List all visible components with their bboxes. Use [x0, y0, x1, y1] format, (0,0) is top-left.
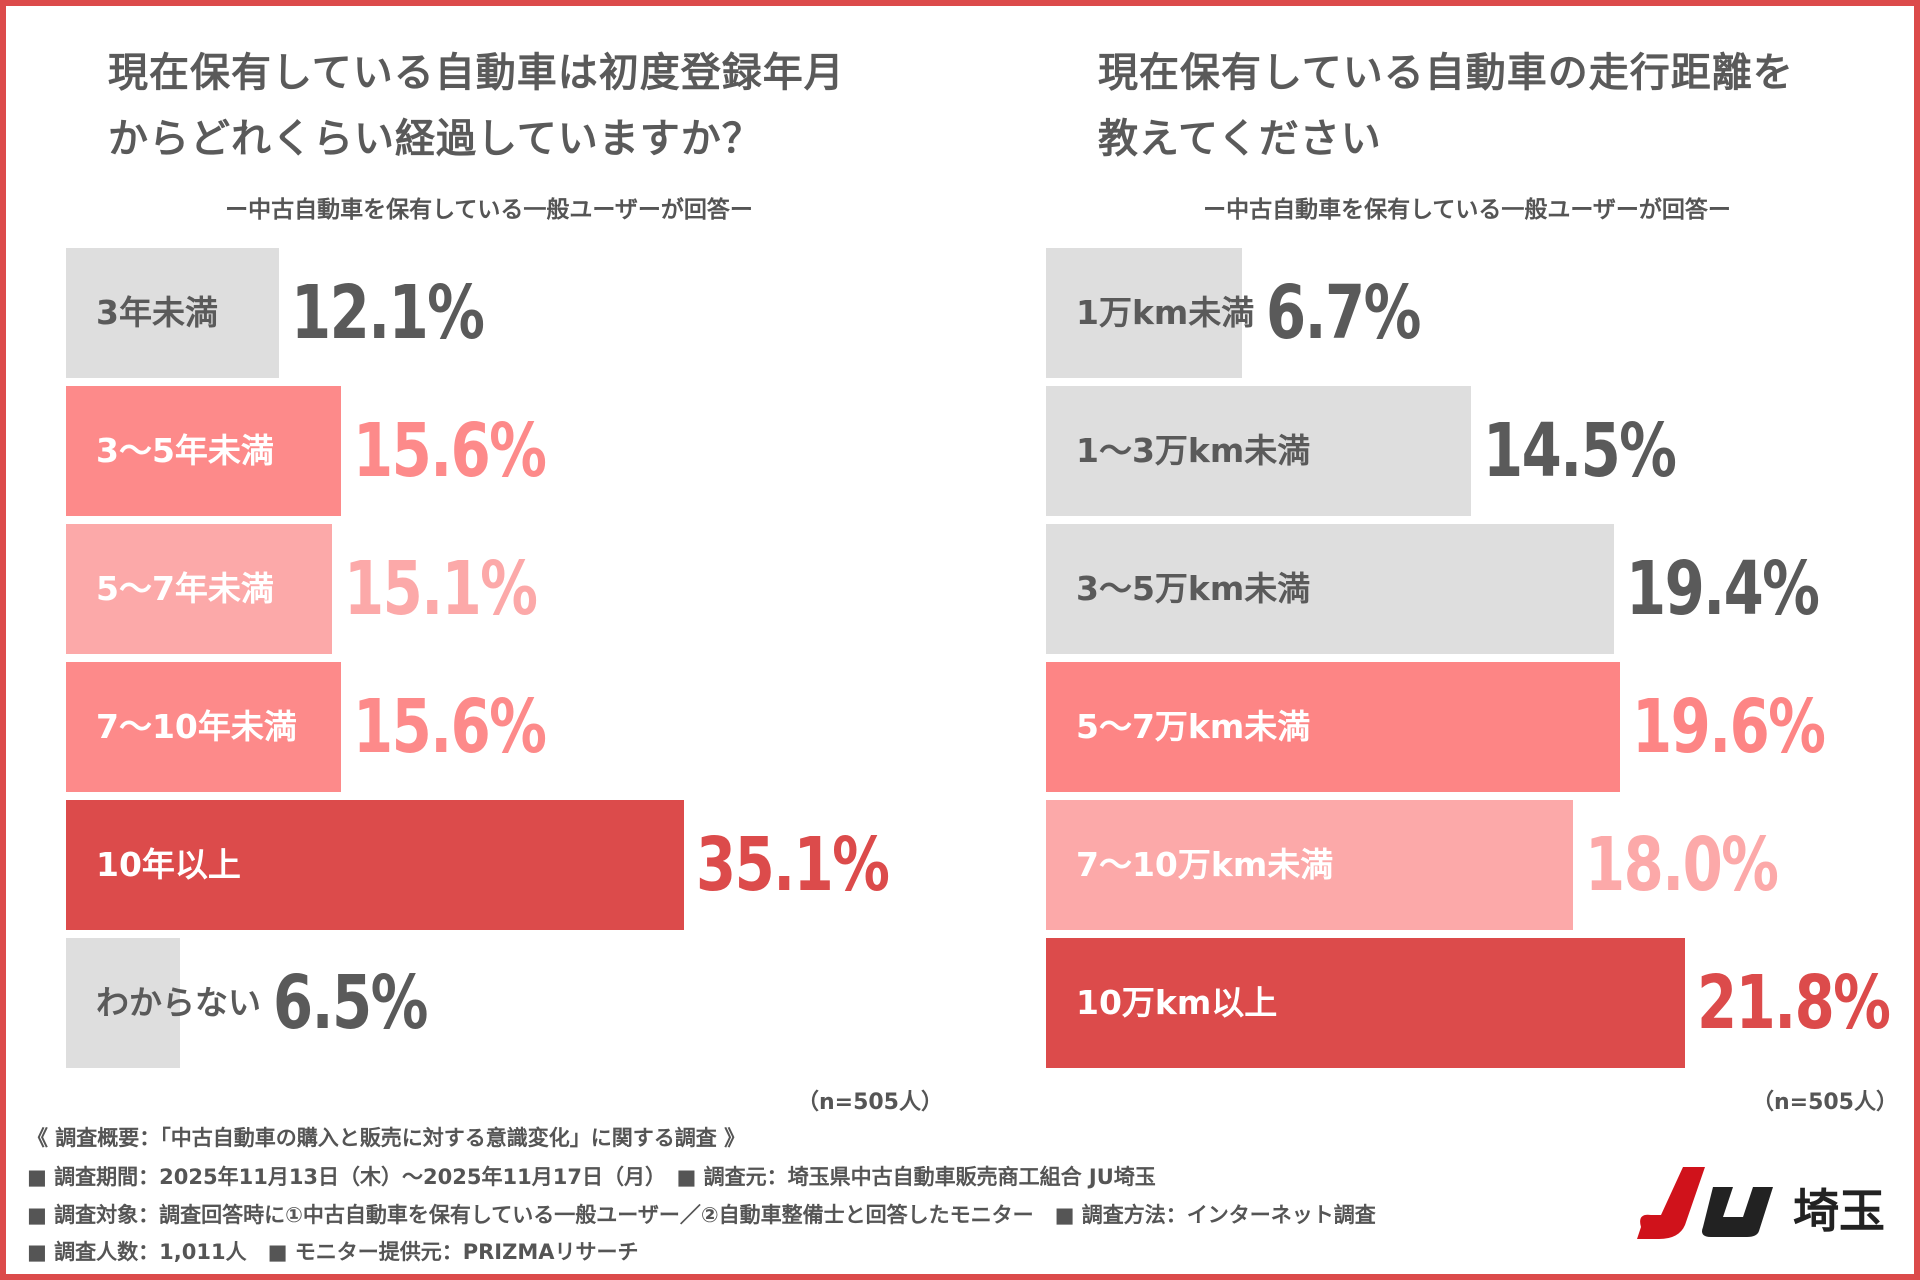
- bar-value-label: 12.1%: [290, 270, 485, 356]
- bar-category-label: 5〜7万km未満: [1076, 707, 1311, 746]
- left-chart-title: 現在保有している自動車は初度登録年月 からどれくらい経過していますか？: [108, 40, 845, 172]
- left-title-line2: からどれくらい経過していますか？: [108, 116, 763, 162]
- bar-category-label: 1〜3万km未満: [1076, 431, 1311, 470]
- bar-value-label: 15.1%: [343, 546, 538, 632]
- bar: [1046, 248, 1243, 378]
- bar-value-label: 15.6%: [352, 408, 547, 494]
- bar-value-label: 21.8%: [1696, 960, 1891, 1046]
- right-chart-title: 現在保有している自動車の走行距離を 教えてください: [1098, 40, 1794, 172]
- footer-survey-overview: 《 調査概要：「中古自動車の購入と販売に対する意識変化」に関する調査 》: [27, 1126, 746, 1150]
- bar-value-label: 6.5%: [273, 960, 428, 1046]
- bar-value-label: 15.6%: [352, 684, 547, 770]
- bar-category-label: 5〜7年未満: [96, 569, 274, 608]
- bar-value-label: 18.0%: [1585, 822, 1779, 908]
- bar-category-label: 10万km以上: [1076, 983, 1278, 1022]
- right-chart-subtitle: ー中古自動車を保有している一般ユーザーが回答ー: [1203, 197, 1731, 223]
- right-title-line1: 現在保有している自動車の走行距離を: [1098, 50, 1794, 96]
- logo-j-mark: [1637, 1167, 1705, 1239]
- bar-category-label: 7〜10万km未満: [1076, 845, 1334, 884]
- left-title-line1: 現在保有している自動車は初度登録年月: [108, 50, 845, 96]
- bar: [66, 524, 332, 654]
- bar-category-label: 10年以上: [96, 845, 241, 884]
- left-sample-size: （n=505人）: [796, 1090, 943, 1115]
- bar-value-label: 19.4%: [1626, 546, 1820, 632]
- bar-value-label: 14.5%: [1482, 408, 1677, 494]
- bar-category-label: 3〜5年未満: [96, 431, 274, 470]
- bar: [66, 248, 279, 378]
- bar: [1046, 800, 1574, 930]
- logo-saitama-text: 埼玉: [1793, 1184, 1885, 1238]
- bar: [1046, 662, 1621, 792]
- bar: [66, 386, 341, 516]
- bar: [66, 800, 684, 930]
- right-title-line2: 教えてください: [1098, 116, 1382, 162]
- footer-survey-target: ■ 調査対象：調査回答時に①中古自動車を保有している一般ユーザー／②自動車整備士…: [27, 1203, 1376, 1227]
- bar: [1046, 938, 1685, 1068]
- left-chart-subtitle: ー中古自動車を保有している一般ユーザーが回答ー: [225, 197, 753, 223]
- bar-category-label: 3年未満: [96, 293, 218, 332]
- bar-category-label: わからない: [96, 983, 261, 1022]
- bar-category-label: 3〜5万km未満: [1076, 569, 1311, 608]
- bar-value-label: 6.7%: [1266, 270, 1421, 356]
- bar-value-label: 19.6%: [1632, 684, 1826, 770]
- logo-u-mark: [1702, 1187, 1773, 1237]
- footer-survey-count: ■ 調査人数：1,011人 ■ モニター提供元：PRIZMAリサーチ: [27, 1240, 639, 1264]
- bar-category-label: 7〜10年未満: [96, 707, 297, 746]
- footer-survey-period: ■ 調査期間：2025年11月13日（木）〜2025年11月17日（月） ■ 調…: [27, 1165, 1156, 1189]
- bar: [1046, 524, 1615, 654]
- bar-value-label: 35.1%: [695, 822, 890, 908]
- bar: [1046, 386, 1471, 516]
- bar-category-label: 1万km未満: [1076, 293, 1255, 332]
- right-sample-size: （n=505人）: [1751, 1090, 1898, 1115]
- bar: [66, 938, 181, 1068]
- bar: [66, 662, 341, 792]
- ju-saitama-logo: 埼玉: [1637, 1167, 1885, 1239]
